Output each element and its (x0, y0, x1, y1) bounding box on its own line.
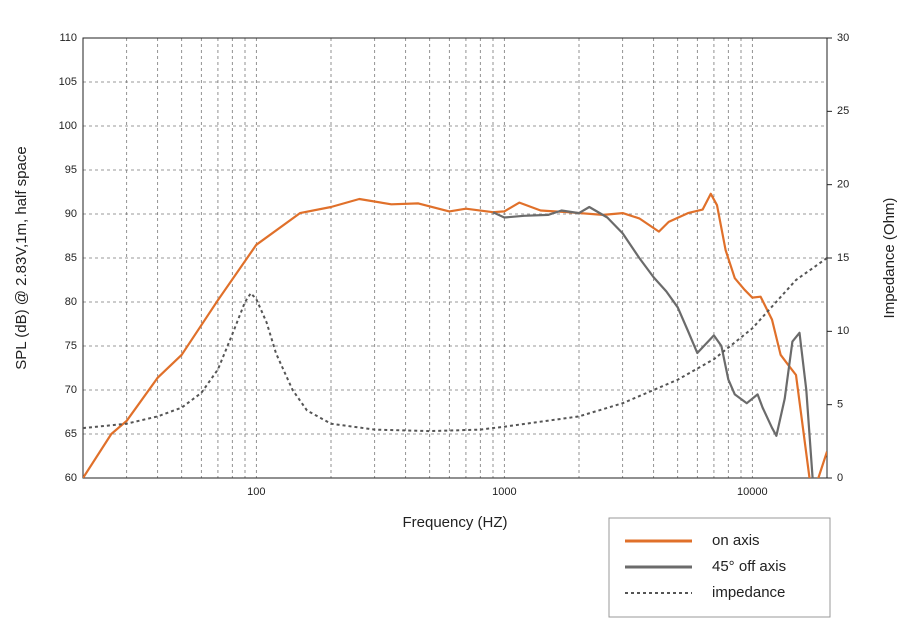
y-tick-label: 100 (59, 120, 77, 132)
y-tick-label: 85 (65, 252, 77, 264)
y-tick-label: 105 (59, 76, 77, 88)
y2-tick-label: 0 (837, 472, 843, 484)
y2-axis-title: Impedance (Ohm) (881, 198, 898, 319)
y2-tick-label: 25 (837, 105, 849, 117)
y-tick-label: 110 (59, 32, 77, 44)
x-tick-label: 100 (247, 486, 265, 498)
y2-tick-label: 10 (837, 325, 849, 337)
y2-tick-label: 30 (837, 32, 849, 44)
series-line (492, 205, 814, 478)
y-tick-label: 65 (65, 428, 77, 440)
plot-lines (83, 192, 827, 478)
x-tick-label: 10000 (737, 486, 768, 498)
x-axis-title: Frequency (HZ) (402, 514, 507, 531)
y-tick-label: 60 (65, 472, 77, 484)
y-tick-label: 80 (65, 296, 77, 308)
y-axis-title: SPL (dB) @ 2.83V,1m, half space (13, 146, 30, 369)
series-line (83, 257, 827, 433)
series-line (83, 192, 827, 478)
legend-label: on axis (712, 532, 760, 549)
y2-tick-label: 20 (837, 179, 849, 191)
y2-tick-label: 15 (837, 252, 849, 264)
legend-label: 45° off axis (712, 558, 786, 575)
y-tick-label: 70 (65, 384, 77, 396)
x-tick-label: 1000 (492, 486, 516, 498)
y2-tick-label: 5 (837, 399, 843, 411)
y-tick-label: 90 (65, 208, 77, 220)
y-tick-label: 95 (65, 164, 77, 176)
y-tick-label: 75 (65, 340, 77, 352)
legend-label: impedance (712, 584, 785, 601)
